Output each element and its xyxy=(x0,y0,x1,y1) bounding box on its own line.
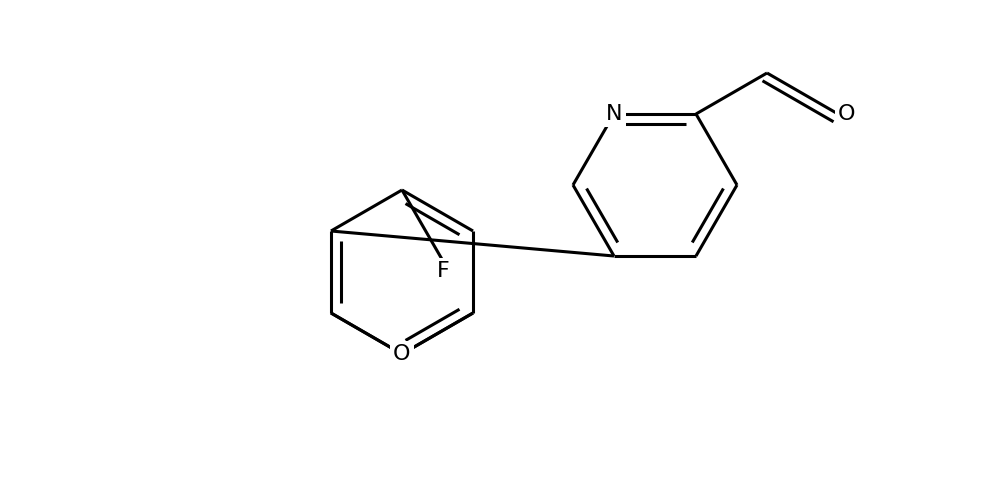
Text: O: O xyxy=(838,104,855,124)
Text: F: F xyxy=(436,261,449,281)
Text: O: O xyxy=(393,344,410,364)
Text: N: N xyxy=(605,104,622,124)
